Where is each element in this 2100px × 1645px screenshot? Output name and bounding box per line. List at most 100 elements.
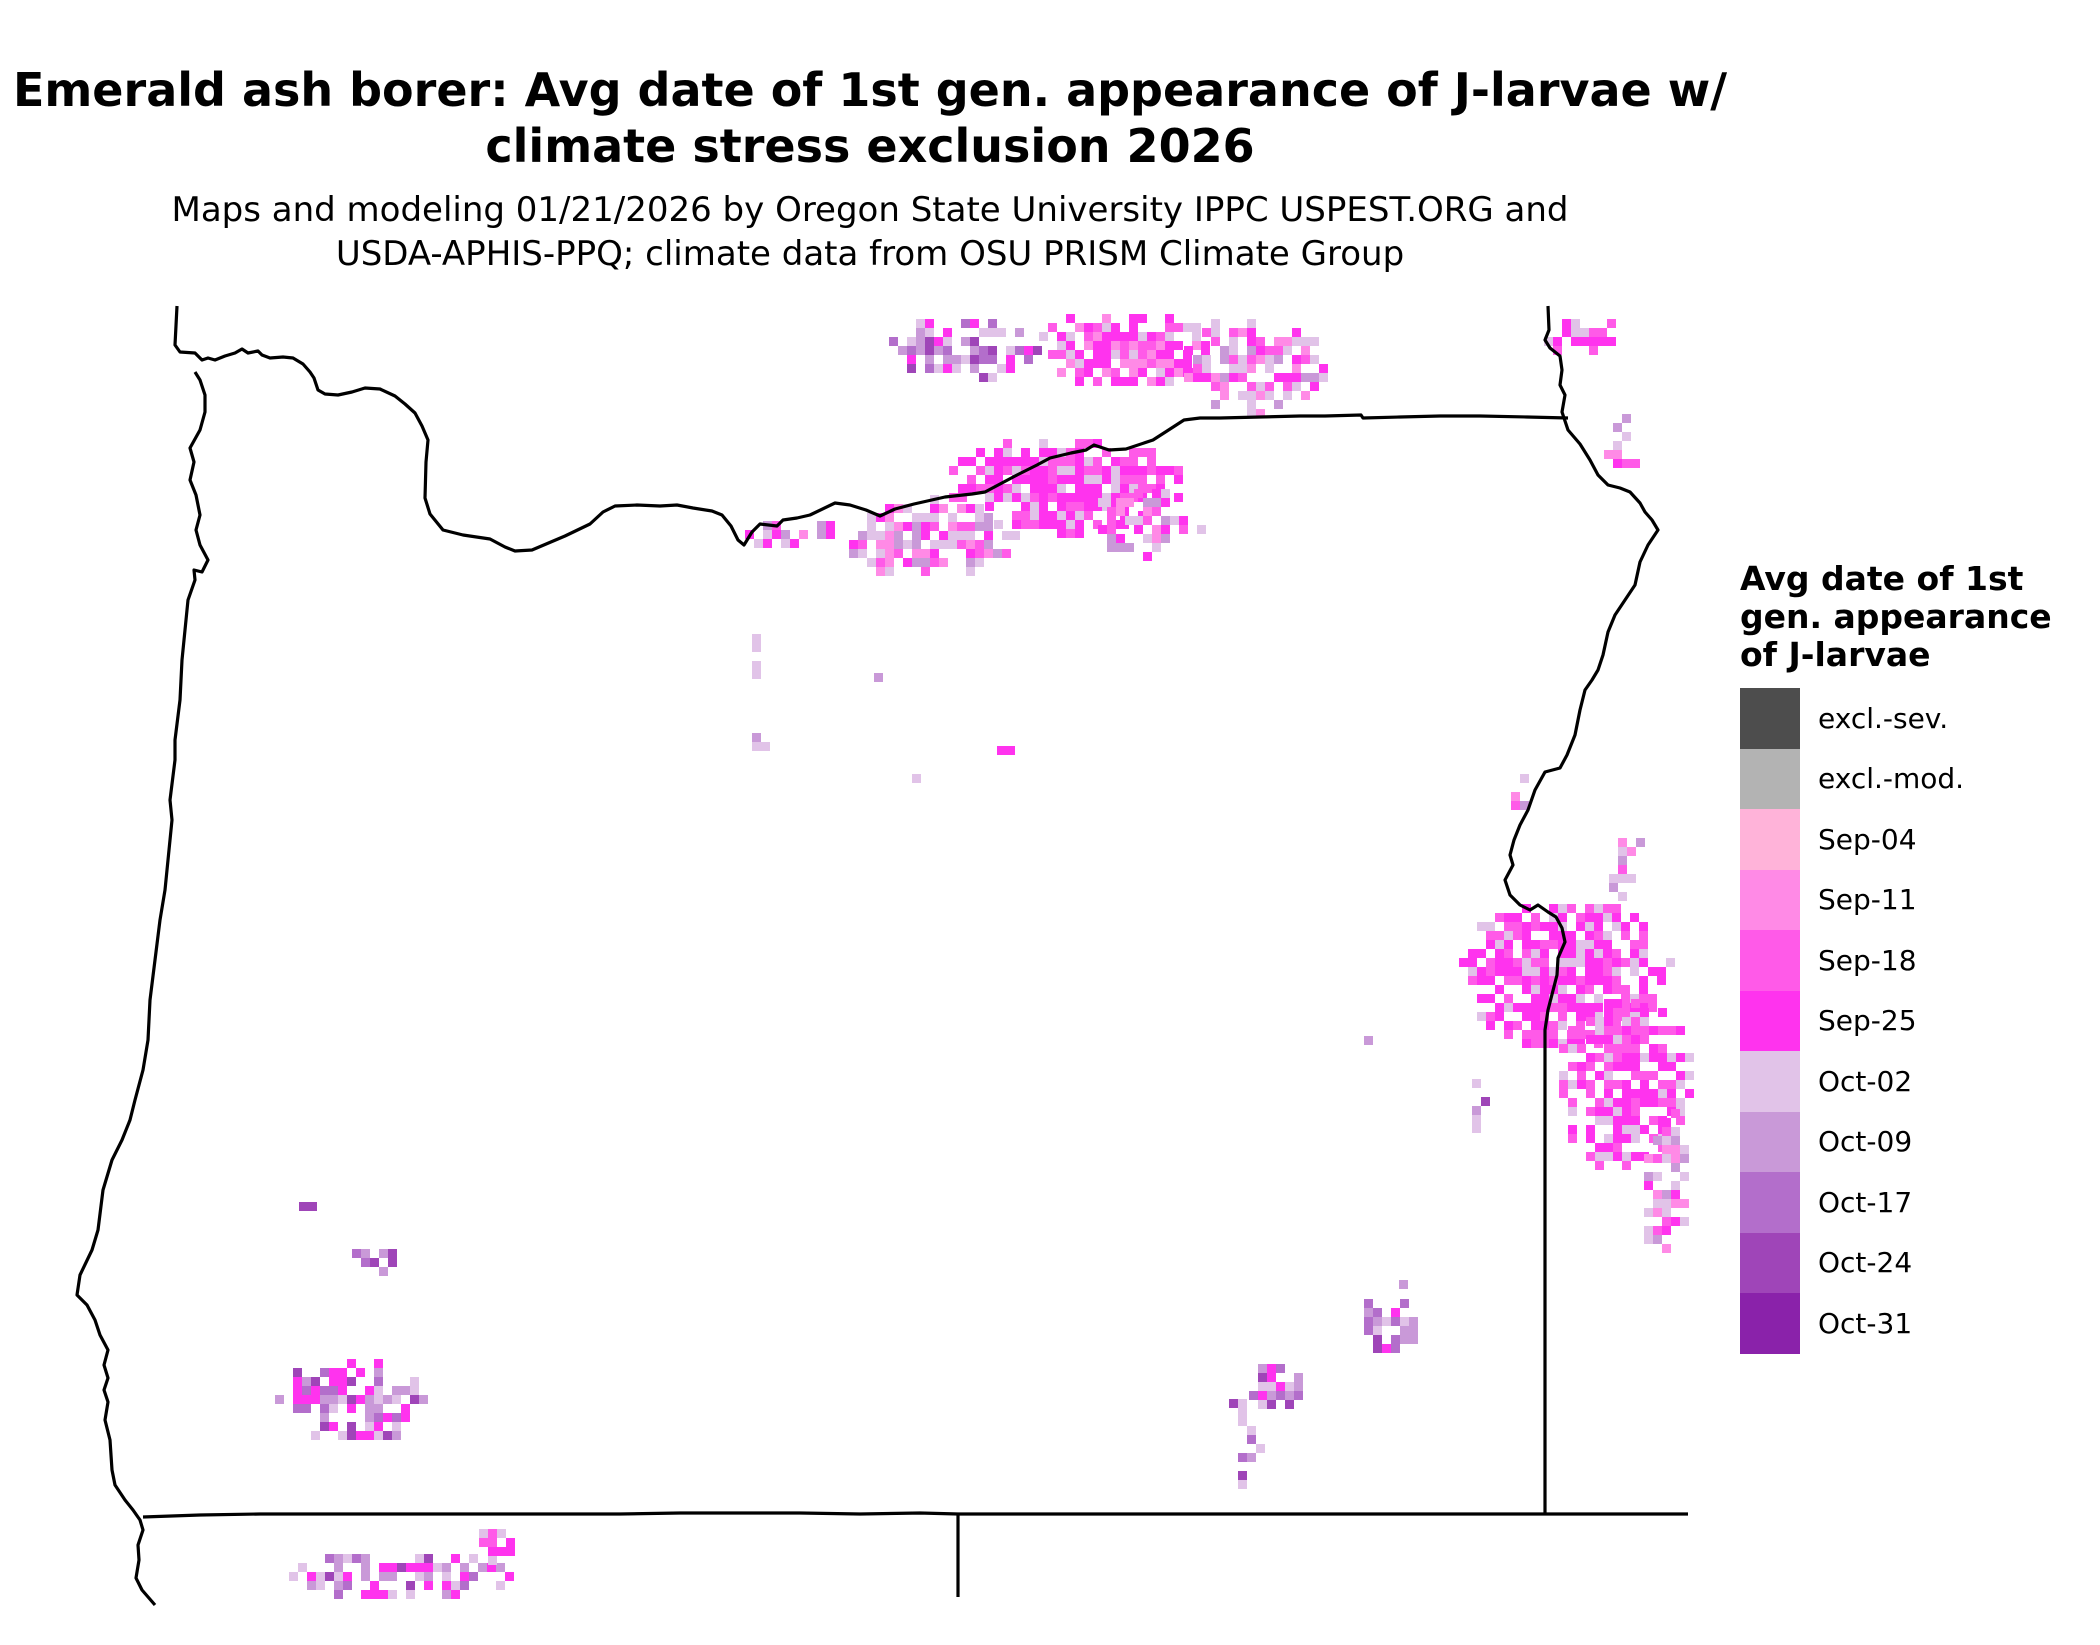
legend-item: Sep-25 [1740,990,2100,1051]
raster-cell [1522,922,1531,931]
raster-cell [1585,985,1594,994]
snake-river-idaho-border [1503,305,1660,1515]
raster-cell [1256,409,1265,418]
raster-cell [1468,967,1477,976]
raster-cell [401,1386,410,1395]
raster-cell [1662,1208,1671,1217]
raster-cell [1134,489,1143,498]
raster-cell [994,475,1003,484]
legend-item: excl.-mod. [1740,748,2100,809]
raster-cell [1648,967,1657,976]
raster-cell [1147,448,1156,457]
raster-cell [1057,511,1066,520]
raster-cell [1003,448,1012,457]
raster-cell [988,328,997,337]
raster-cell [1165,377,1174,386]
raster-cell [948,531,957,540]
raster-cell [308,1202,317,1211]
raster-cell [916,319,925,328]
raster-cell [1102,475,1111,484]
raster-cell [1486,931,1495,940]
raster-cell [1658,1062,1667,1071]
raster-cell [1138,475,1147,484]
raster-cell [1576,922,1585,931]
raster-cell [1613,1044,1622,1053]
raster-cell [1084,493,1093,502]
raster-cell [1571,328,1580,337]
raster-cell [1006,346,1015,355]
legend-label: Sep-25 [1818,1004,1917,1038]
raster-cell [1238,1417,1247,1426]
raster-cell [984,513,993,522]
raster-cell [1021,511,1030,520]
raster-cell [1531,1003,1540,1012]
raster-cell [410,1386,419,1395]
legend-item: Oct-02 [1740,1051,2100,1112]
raster-cell [1084,341,1093,350]
raster-cell [1612,922,1621,931]
raster-cell [1576,1030,1585,1039]
raster-cell [1676,1107,1685,1116]
raster-cell [1129,368,1138,377]
raster-cell [1107,543,1116,552]
raster-cell [1134,516,1143,525]
raster-cell [912,540,921,549]
raster-cell [1057,502,1066,511]
raster-cell [1075,368,1084,377]
raster-cell [293,1404,302,1413]
raster-cell [1571,337,1580,346]
raster-cell [1192,341,1201,350]
legend-title-line-2: gen. appearance [1740,597,2052,636]
raster-cell [1129,448,1138,457]
raster-cell [1111,493,1120,502]
southern-border-california-nevada [142,1511,1688,1519]
raster-cell [858,531,867,540]
raster-cell [1640,1089,1649,1098]
raster-cell [925,337,934,346]
raster-cell [1531,985,1540,994]
raster-cell [1586,1062,1595,1071]
raster-cell [939,531,948,540]
raster-cell [1558,994,1567,1003]
raster-cell [1577,1071,1586,1080]
raster-cell [1184,346,1193,355]
raster-cell [1258,1382,1267,1391]
raster-cell [912,558,921,567]
raster-cell [1138,350,1147,359]
raster-cell [1594,913,1603,922]
raster-cell [1604,1035,1613,1044]
raster-cell [1549,1021,1558,1030]
raster-cell [975,549,984,558]
raster-cell [1238,355,1247,364]
raster-cell [370,1258,379,1267]
raster-cell [334,1563,343,1572]
raster-cell [970,319,979,328]
raster-cell [1066,314,1075,323]
raster-cell [1662,1217,1671,1226]
raster-cell [1229,364,1238,373]
raster-cell [1622,1134,1631,1143]
raster-cell [302,1386,311,1395]
raster-cell [1622,1080,1631,1089]
raster-cell [1640,1008,1649,1017]
raster-cell [1604,1062,1613,1071]
raster-cell [1111,323,1120,332]
raster-cell [925,319,934,328]
raster-cell [1586,1134,1595,1143]
raster-cell [1107,534,1116,543]
raster-cell [1495,940,1504,949]
raster-cell [1618,865,1627,874]
raster-cell [1630,913,1639,922]
raster-cell [1102,448,1111,457]
raster-cell [1586,1017,1595,1026]
raster-cell [1522,1012,1531,1021]
raster-cell [1639,922,1648,931]
raster-cell [1229,346,1238,355]
raster-cell [1238,1480,1247,1489]
raster-cell [930,504,939,513]
raster-cell [388,1572,397,1581]
raster-cell [1021,520,1030,529]
raster-cell [930,540,939,549]
raster-cell [961,337,970,346]
raster-cell [934,364,943,373]
